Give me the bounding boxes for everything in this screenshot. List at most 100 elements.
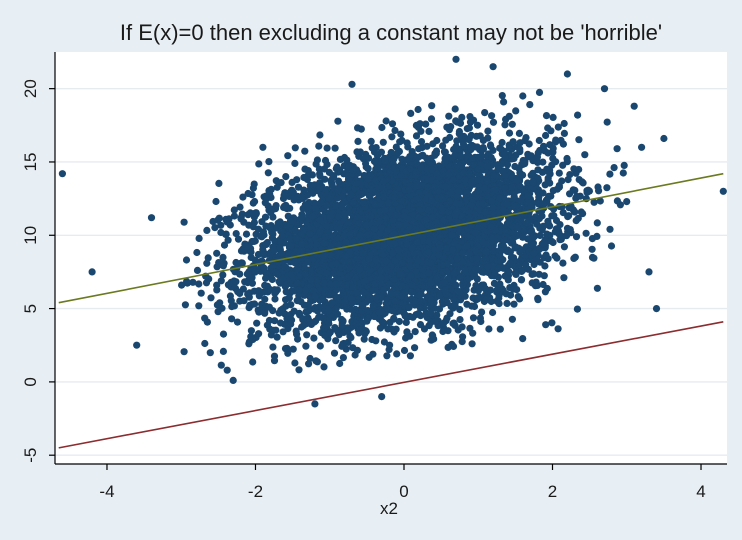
scatter-point: [524, 217, 532, 225]
scatter-point: [479, 136, 487, 145]
scatter-point: [439, 142, 447, 150]
scatter-point: [370, 157, 379, 166]
scatter-point: [251, 237, 259, 245]
scatter-point: [397, 130, 405, 138]
scatter-point: [316, 184, 324, 192]
scatter-point: [541, 262, 549, 270]
scatter-point: [336, 359, 344, 368]
scatter-point: [466, 324, 474, 332]
scatter-point: [180, 218, 188, 226]
scatter-point: [271, 295, 279, 303]
scatter-point: [590, 198, 598, 206]
scatter-point: [386, 341, 394, 349]
scatter-point: [284, 152, 292, 160]
scatter-point: [400, 346, 409, 355]
scatter-point: [282, 173, 290, 181]
scatter-point: [570, 208, 579, 216]
scatter-point: [234, 235, 243, 243]
scatter-point: [328, 181, 336, 189]
scatter-point: [267, 331, 275, 339]
scatter-point: [581, 151, 589, 159]
scatter-point: [251, 268, 259, 276]
scatter-point: [485, 325, 493, 333]
scatter-point: [544, 174, 552, 182]
scatter-point: [623, 198, 631, 206]
scatter-point: [378, 123, 386, 132]
scatter-point: [353, 346, 361, 354]
scatter-point: [566, 171, 574, 179]
scatter-point: [412, 132, 421, 140]
scatter-point: [327, 242, 335, 250]
scatter-point: [321, 331, 329, 339]
scatter-point: [223, 218, 231, 226]
scatter-point: [219, 330, 228, 338]
scatter-point: [450, 296, 458, 304]
scatter-point: [407, 109, 415, 117]
scatter-point: [484, 127, 492, 135]
scatter-point: [300, 315, 308, 323]
scatter-point: [508, 120, 516, 128]
scatter-point: [619, 169, 627, 177]
scatter-point: [377, 148, 385, 156]
scatter-point: [315, 313, 323, 321]
scatter-point: [536, 231, 544, 240]
scatter-point: [458, 113, 466, 121]
scatter-point: [289, 345, 297, 353]
scatter-point: [330, 349, 339, 357]
scatter-point: [207, 294, 215, 302]
scatter-point: [239, 285, 247, 293]
scatter-point: [613, 145, 621, 153]
scatter-point: [515, 129, 524, 137]
scatter-point: [429, 332, 437, 340]
scatter-point: [417, 138, 426, 146]
scatter-point: [456, 305, 464, 314]
scatter-point: [456, 119, 465, 127]
scatter-point: [481, 109, 489, 117]
scatter-point: [275, 238, 284, 246]
scatter-point: [439, 323, 447, 331]
scatter-point: [312, 357, 320, 365]
scatter-point: [303, 331, 311, 339]
scatter-point: [542, 112, 551, 120]
scatter-point: [595, 187, 603, 195]
scatter-point: [239, 193, 247, 201]
scatter-point: [411, 344, 419, 352]
scatter-point: [359, 155, 367, 163]
scatter-point: [211, 224, 219, 232]
scatter-point: [547, 237, 556, 245]
scatter-point: [466, 113, 474, 121]
scatter-point: [558, 177, 566, 185]
scatter-point: [272, 202, 280, 210]
scatter-point: [255, 330, 263, 338]
scatter-point: [360, 335, 368, 343]
scatter-point: [214, 308, 222, 316]
scatter-point: [535, 88, 544, 96]
scatter-point: [230, 277, 238, 285]
scatter-point: [253, 319, 261, 327]
scatter-point: [248, 191, 256, 199]
scatter-point: [450, 319, 458, 327]
scatter-point: [550, 212, 558, 220]
scatter-point: [511, 243, 520, 251]
scatter-point: [382, 117, 390, 125]
scatter-point: [212, 197, 220, 206]
scatter-point: [285, 313, 293, 321]
scatter-point: [203, 226, 211, 234]
scatter-point: [367, 137, 375, 145]
scatter-point: [489, 262, 497, 270]
scatter-point: [479, 144, 487, 152]
scatter-point: [217, 361, 225, 369]
scatter-point: [435, 305, 444, 313]
scatter-point: [276, 218, 284, 226]
scatter-point: [458, 323, 466, 331]
scatter-point: [457, 152, 465, 160]
scatter-point: [590, 254, 598, 262]
scatter-point: [305, 307, 313, 315]
scatter-point: [441, 148, 449, 156]
scatter-point: [313, 156, 321, 164]
scatter-point: [383, 352, 391, 360]
scatter-point: [569, 186, 577, 194]
scatter-point: [505, 129, 514, 137]
scatter-point: [277, 319, 285, 327]
scatter-point: [549, 113, 557, 121]
